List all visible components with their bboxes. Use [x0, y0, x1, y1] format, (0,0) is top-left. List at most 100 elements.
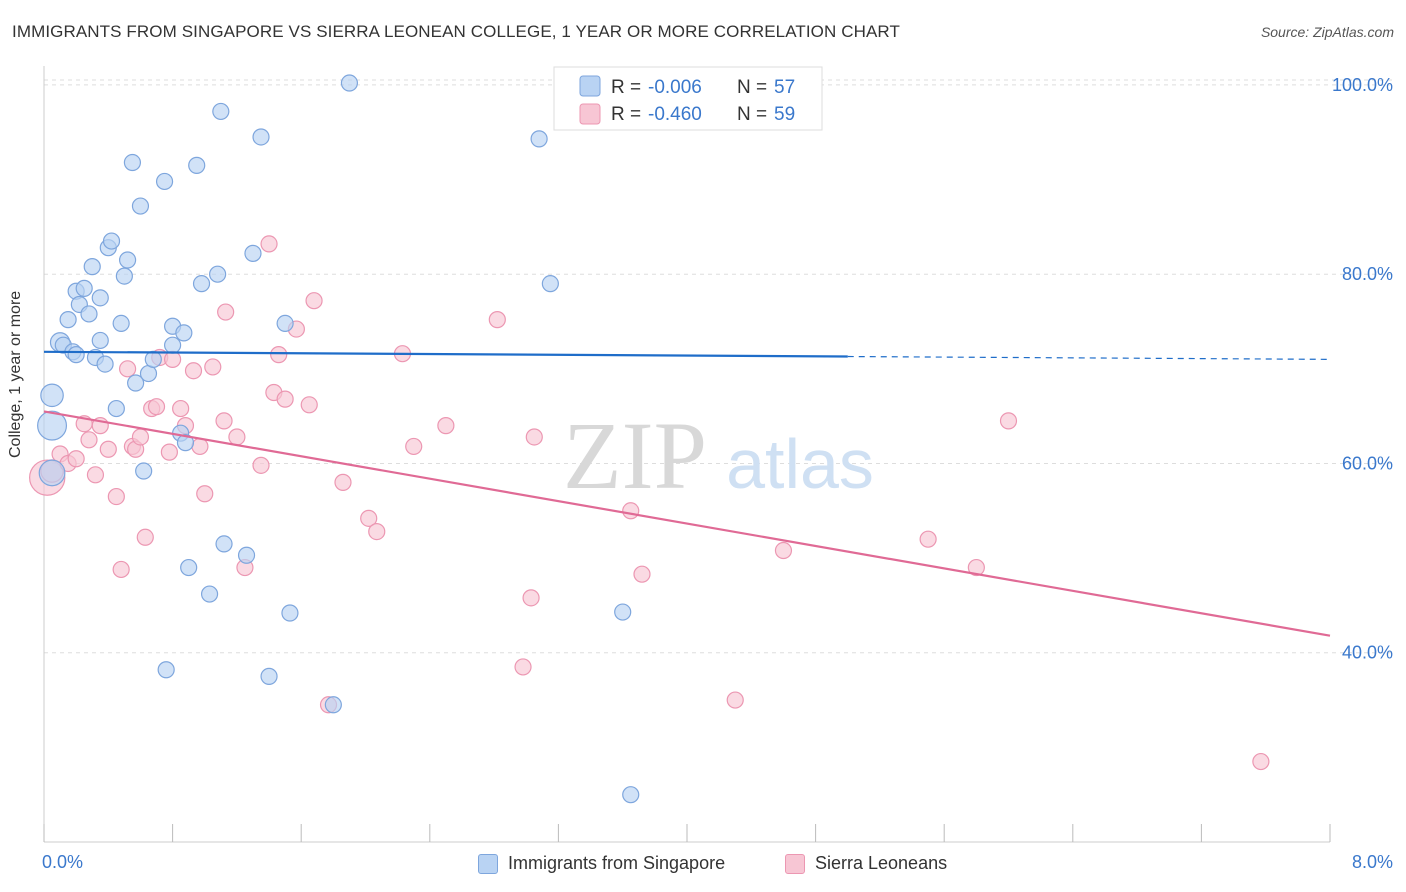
point-singapore-2 — [38, 459, 66, 487]
legend-n-label-2: N = — [737, 104, 767, 125]
watermark-atlas: atlas — [726, 425, 874, 503]
point-singapore-10 — [75, 279, 93, 297]
point-sierra-7 — [86, 466, 105, 484]
bottom-legend-label-sierra: Sierra Leoneans — [815, 853, 948, 873]
correlation-legend: R = -0.006 N = 57 R = -0.460 N = 59 — [553, 66, 823, 131]
point-singapore-15 — [91, 331, 109, 350]
point-singapore-43 — [237, 546, 256, 564]
point-singapore-11 — [80, 305, 98, 323]
point-singapore-21 — [115, 267, 133, 285]
bottom-legend-singapore: Immigrants from Singapore — [478, 853, 725, 874]
point-sierra-53 — [726, 691, 744, 709]
point-singapore-27 — [139, 364, 158, 383]
watermark-zip: ZIP — [563, 402, 707, 509]
point-sierra-46 — [437, 417, 455, 435]
legend-r-label-2: R = — [611, 104, 641, 125]
point-singapore-23 — [123, 153, 142, 172]
point-sierra-4 — [67, 450, 85, 468]
point-sierra-22 — [172, 399, 190, 418]
trend-line-sierra — [43, 410, 1331, 637]
point-singapore-37 — [188, 156, 206, 174]
point-sierra-12 — [118, 360, 137, 378]
axes — [43, 66, 1331, 843]
y-tick-label-100: 100.0% — [1332, 75, 1393, 95]
point-singapore-31 — [164, 336, 182, 354]
point-singapore-45 — [252, 128, 270, 146]
point-sierra-55 — [919, 530, 937, 548]
x-tick-label-8: 8.0% — [1352, 852, 1393, 872]
point-sierra-56 — [967, 558, 985, 577]
y-axis-label: College, 1 year or more — [7, 290, 24, 458]
source-label: Source: ZipAtlas.com — [1260, 24, 1394, 40]
point-sierra-47 — [488, 311, 506, 329]
point-singapore-47 — [276, 314, 294, 333]
point-singapore-29 — [155, 172, 174, 191]
point-singapore-46 — [260, 667, 278, 685]
bottom-legend-label-singapore: Immigrants from Singapore — [508, 853, 726, 873]
point-sierra-30 — [228, 428, 246, 446]
point-singapore-28 — [144, 350, 162, 368]
point-sierra-26 — [196, 485, 214, 503]
point-sierra-36 — [276, 390, 294, 408]
point-singapore-42 — [215, 535, 233, 553]
point-singapore-53 — [614, 603, 632, 621]
point-singapore-20 — [112, 314, 130, 333]
legend-r-value-1: -0.006 — [648, 77, 702, 98]
point-sierra-54 — [774, 541, 793, 560]
point-sierra-29 — [217, 303, 235, 321]
y-tick-label-60: 60.0% — [1342, 453, 1393, 473]
point-singapore-14 — [91, 289, 109, 307]
point-singapore-5 — [59, 311, 77, 329]
point-sierra-15 — [131, 428, 150, 446]
trend-line-singapore-extension — [847, 355, 1331, 360]
point-sierra-38 — [300, 396, 318, 414]
point-sierra-24 — [184, 362, 203, 380]
watermark: ZIP atlas — [563, 402, 874, 509]
point-singapore-30 — [157, 661, 175, 679]
point-sierra-27 — [204, 358, 222, 376]
point-sierra-52 — [633, 565, 651, 583]
point-sierra-33 — [260, 235, 278, 253]
point-sierra-11 — [112, 560, 130, 579]
point-sierra-39 — [305, 292, 323, 310]
point-sierra-20 — [160, 443, 178, 461]
point-singapore-24 — [127, 374, 145, 392]
legend-n-label-1: N = — [737, 77, 767, 98]
point-sierra-32 — [252, 456, 270, 474]
point-singapore-54 — [622, 786, 640, 804]
point-singapore-41 — [212, 102, 230, 121]
y-tick-label-80: 80.0% — [1342, 264, 1393, 284]
point-singapore-12 — [83, 258, 101, 276]
point-singapore-36 — [180, 558, 198, 577]
chart-title: IMMIGRANTS FROM SINGAPORE VS SIERRA LEON… — [12, 22, 900, 41]
legend-swatch-sierra — [579, 103, 601, 125]
bottom-legend: Immigrants from Singapore Sierra Leonean… — [0, 853, 1406, 877]
legend-r-value-2: -0.460 — [648, 104, 702, 125]
point-sierra-41 — [334, 473, 352, 491]
bottom-legend-swatch-singapore — [478, 853, 498, 874]
point-singapore-26 — [135, 462, 153, 480]
point-sierra-9 — [99, 440, 117, 458]
legend-swatch-singapore — [579, 75, 601, 97]
x-tick-label-0: 0.0% — [42, 852, 83, 872]
point-sierra-18 — [147, 398, 166, 416]
point-singapore-34 — [175, 324, 193, 342]
point-singapore-7 — [67, 346, 85, 364]
point-sierra-43 — [368, 522, 386, 541]
bottom-legend-sierra: Sierra Leoneans — [785, 853, 947, 874]
point-singapore-16 — [96, 355, 114, 373]
point-sierra-48 — [514, 658, 532, 676]
point-sierra-42 — [360, 509, 378, 527]
legend-n-value-2: 59 — [774, 104, 795, 125]
point-sierra-50 — [525, 428, 543, 446]
point-singapore-1 — [37, 410, 68, 441]
point-singapore-48 — [281, 604, 299, 622]
point-singapore-18 — [102, 232, 121, 250]
trend-lines — [43, 350, 1331, 637]
point-sierra-25 — [191, 437, 209, 456]
point-sierra-35 — [270, 346, 288, 364]
point-singapore-0 — [40, 383, 64, 408]
point-sierra-45 — [405, 437, 423, 456]
point-singapore-19 — [107, 399, 125, 418]
point-sierra-16 — [136, 528, 154, 546]
